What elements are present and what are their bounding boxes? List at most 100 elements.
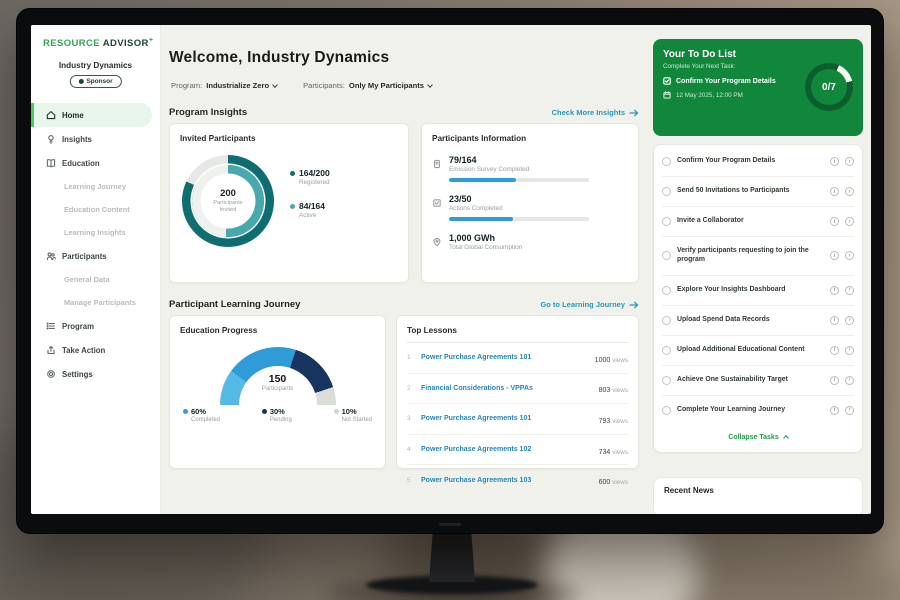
info-icon[interactable] (830, 217, 839, 226)
legend-label: Completed (191, 417, 221, 423)
lesson-row[interactable]: 3 Power Purchase Agreements 101 793 views (407, 404, 628, 435)
lesson-rank: 3 (407, 415, 411, 423)
donut-legend: 164/200 Registered 84/164 Active (290, 168, 330, 234)
page-title: Welcome, Industry Dynamics (169, 49, 390, 66)
sponsor-badge: Sponsor (69, 75, 122, 88)
task-row[interactable]: Upload Additional Educational Content (662, 336, 854, 366)
lesson-link[interactable]: Power Purchase Agreements 103 (421, 476, 532, 484)
stat-global-consumption: 1,000 GWh Total Global Consumption (432, 233, 628, 251)
chevron-right-icon[interactable] (845, 251, 854, 261)
chevron-right-icon[interactable] (845, 375, 854, 385)
legend-label: Active (299, 212, 317, 219)
info-icon[interactable] (830, 345, 839, 355)
chevron-right-icon[interactable] (845, 285, 854, 295)
stat-value: 1,000 GWh (449, 233, 496, 243)
sidebar-item-manage-participants[interactable]: Manage Participants (31, 291, 160, 314)
lesson-rank: 1 (407, 354, 411, 362)
info-icon[interactable] (830, 157, 839, 166)
donut-center-label: Participants Invited (213, 200, 243, 213)
sidebar-item-home[interactable]: Home (31, 103, 152, 127)
lesson-row[interactable]: 1 Power Purchase Agreements 101 1000 view… (407, 343, 628, 374)
participants-filter[interactable]: Participants: Only My Participants (303, 81, 433, 90)
legend-label: Pending (269, 417, 292, 423)
book-icon (46, 158, 56, 168)
collapse-tasks-label: Collapse Tasks (728, 433, 779, 441)
task-row[interactable]: Complete Your Learning Journey (662, 396, 854, 425)
lesson-views: 793 (598, 417, 611, 425)
card-title: Participants Information (432, 134, 527, 143)
calendar-icon (663, 91, 671, 99)
task-row[interactable]: Invite a Collaborator (662, 207, 854, 237)
todo-due-date: 12 May 2025, 12:00 PM (676, 91, 743, 99)
sidebar-item-education-content[interactable]: Education Content (31, 198, 160, 221)
task-checkbox[interactable] (662, 405, 671, 415)
chevron-right-icon[interactable] (845, 157, 854, 166)
info-icon[interactable] (830, 187, 839, 196)
task-row[interactable]: Confirm Your Program Details (662, 147, 854, 177)
todo-next-task[interactable]: Confirm Your Program Details (663, 77, 803, 85)
task-checkbox[interactable] (662, 157, 671, 166)
lesson-row[interactable]: 2 Financial Considerations - VPPAs 803 vi… (407, 374, 628, 405)
sidebar-item-participants[interactable]: Participants (31, 244, 160, 268)
sidebar-item-learning-journey[interactable]: Learning Journey (31, 175, 160, 198)
lesson-link[interactable]: Financial Considerations - VPPAs (421, 384, 533, 392)
link-label: Go to Learning Journey (540, 300, 625, 309)
lesson-link[interactable]: Power Purchase Agreements 101 (421, 354, 532, 362)
sidebar-item-general-data[interactable]: General Data (31, 268, 160, 291)
legend-dot-pending (261, 409, 267, 414)
task-checkbox[interactable] (662, 345, 671, 355)
sidebar-item-program[interactable]: Program (31, 314, 160, 338)
sidebar-item-label: Manage Participants (64, 298, 136, 307)
sidebar-item-insights[interactable]: Insights (31, 127, 160, 151)
task-checkbox[interactable] (662, 375, 671, 385)
chevron-right-icon[interactable] (845, 187, 854, 196)
go-to-learning-journey-link[interactable]: Go to Learning Journey (540, 300, 639, 309)
sidebar-item-learning-insights[interactable]: Learning Insights (31, 221, 160, 244)
info-icon[interactable] (830, 251, 839, 261)
task-label: Explore Your Insights Dashboard (677, 285, 786, 293)
sidebar-item-label: Education (62, 158, 100, 168)
program-filter[interactable]: Program: Industrialize Zero (171, 81, 278, 90)
gauge-center: 150 Participants (180, 373, 375, 392)
lesson-link[interactable]: Power Purchase Agreements 101 (421, 415, 532, 423)
task-row[interactable]: Explore Your Insights Dashboard (662, 276, 854, 306)
sidebar-item-label: General Data (64, 275, 110, 284)
info-icon[interactable] (830, 405, 839, 415)
lesson-row[interactable]: 5 Power Purchase Agreements 103 600 views (407, 465, 628, 495)
todo-subtitle: Complete Your Next Task: (663, 63, 736, 70)
task-label: Upload Spend Data Records (677, 315, 770, 323)
chevron-right-icon[interactable] (845, 217, 854, 226)
screen: RESOURCE ADVISOR+ Industry Dynamics Spon… (31, 25, 871, 514)
task-row[interactable]: Verify participants requesting to join t… (662, 237, 854, 276)
collapse-tasks-button[interactable]: Collapse Tasks (662, 425, 854, 450)
task-checkbox[interactable] (662, 251, 671, 261)
chevron-right-icon[interactable] (845, 315, 854, 325)
sidebar-item-take-action[interactable]: Take Action (31, 338, 160, 362)
task-checkbox[interactable] (662, 187, 671, 196)
todo-progress-center: 0/7 (811, 69, 847, 105)
task-row[interactable]: Achieve One Sustainability Target (662, 366, 854, 396)
task-checkbox[interactable] (662, 217, 671, 226)
sidebar-item-settings[interactable]: Settings (31, 362, 160, 386)
donut-center: 200 Participants Invited (202, 175, 254, 227)
progress-bar-track (449, 217, 589, 221)
progress-bar-fill (449, 178, 517, 182)
chevron-down-icon (272, 81, 278, 88)
info-icon[interactable] (830, 315, 839, 325)
check-more-insights-link[interactable]: Check More Insights (552, 108, 639, 117)
task-checkbox[interactable] (662, 285, 671, 295)
lesson-row[interactable]: 4 Power Purchase Agreements 102 734 views (407, 435, 628, 466)
task-row[interactable]: Upload Spend Data Records (662, 306, 854, 336)
sidebar-item-label: Learning Insights (64, 228, 126, 237)
task-checkbox[interactable] (662, 315, 671, 325)
info-icon[interactable] (830, 285, 839, 295)
info-icon[interactable] (830, 375, 839, 385)
lesson-link[interactable]: Power Purchase Agreements 102 (421, 446, 532, 454)
legend-dot-active (290, 203, 295, 209)
chevron-right-icon[interactable] (845, 405, 854, 415)
monitor-logo (439, 523, 461, 526)
sponsor-icon (78, 79, 84, 84)
task-row[interactable]: Send 50 Invitations to Participants (662, 177, 854, 207)
chevron-right-icon[interactable] (845, 345, 854, 355)
sidebar-item-education[interactable]: Education (31, 151, 160, 175)
